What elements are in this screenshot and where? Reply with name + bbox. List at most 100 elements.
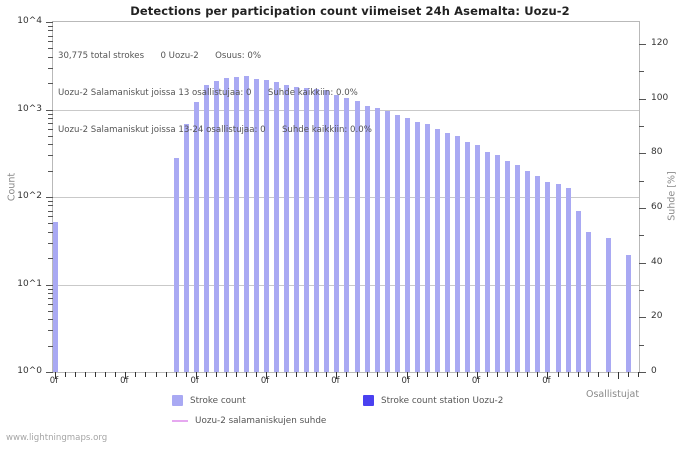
- y-tick-minor: [48, 319, 53, 321]
- y-axis-tick-label: 10^4: [17, 16, 42, 26]
- y2-tick: [639, 262, 646, 264]
- x-tick: [85, 372, 86, 377]
- y-tick-minor: [48, 210, 53, 212]
- x-tick: [447, 372, 448, 377]
- bar: [425, 123, 430, 372]
- bar: [566, 187, 571, 372]
- y-tick-minor: [48, 113, 53, 115]
- x-tick: [427, 372, 428, 377]
- x-tick: [316, 372, 317, 377]
- x-tick: [286, 372, 287, 377]
- y-tick-minor: [48, 83, 53, 85]
- x-tick: [246, 372, 247, 377]
- bar: [234, 77, 239, 372]
- y-axis-tick-label: 10^3: [17, 103, 42, 114]
- x-tick: [638, 372, 639, 377]
- y-tick-minor: [48, 223, 53, 225]
- y-tick-minor: [48, 26, 53, 27]
- y2-tick: [639, 98, 646, 100]
- y-tick-minor: [48, 292, 53, 294]
- x-tick: [105, 372, 106, 377]
- legend-item-stroke-count[interactable]: Stroke count: [172, 395, 246, 406]
- bar: [355, 101, 360, 372]
- x-tick: [226, 372, 227, 377]
- legend-swatch-stroke-count-station: [363, 395, 374, 406]
- y-tick-minor: [48, 303, 53, 305]
- legend-label-stroke-count: Stroke count: [190, 395, 246, 406]
- y2-tick: [639, 344, 644, 346]
- y-tick-minor: [48, 144, 53, 146]
- y-tick-major: [46, 284, 53, 286]
- bar: [264, 80, 269, 372]
- x-tick: [407, 372, 408, 379]
- y2-tick: [639, 125, 644, 127]
- x-tick: [578, 372, 579, 377]
- bar: [375, 107, 380, 372]
- y2-tick: [639, 180, 644, 182]
- legend-label-stroke-count-station: Stroke count station Uozu-2: [381, 395, 504, 406]
- bar: [405, 118, 410, 372]
- x-tick: [95, 372, 96, 377]
- x-tick: [608, 372, 609, 377]
- x-axis-tick-label: 0f: [471, 376, 481, 386]
- y-tick-minor: [48, 310, 53, 312]
- bar: [244, 76, 249, 372]
- x-tick: [487, 372, 488, 377]
- bar: [556, 184, 561, 372]
- y2-axis-tick-label: 100: [651, 92, 669, 103]
- legend-item-stroke-count-station[interactable]: Stroke count station Uozu-2: [363, 395, 503, 406]
- bar: [435, 128, 440, 372]
- y-tick-minor: [48, 216, 53, 218]
- x-tick: [326, 372, 327, 377]
- annotation-line-3: Uozu-2 Salamaniskut joissa 13-24 osallis…: [58, 124, 372, 135]
- bar: [324, 90, 329, 372]
- bar: [304, 88, 309, 372]
- bar: [586, 231, 591, 372]
- x-tick: [176, 372, 177, 377]
- bar: [365, 105, 370, 372]
- y-tick-minor: [48, 56, 53, 58]
- x-axis-tick-label: 0f: [190, 376, 199, 386]
- bar: [525, 170, 530, 372]
- x-tick: [547, 372, 548, 379]
- x-tick: [65, 372, 66, 377]
- bar: [314, 89, 319, 372]
- x-tick: [467, 372, 468, 377]
- y2-tick: [639, 372, 646, 373]
- bar: [214, 81, 219, 372]
- bar: [274, 82, 279, 372]
- bar: [576, 210, 581, 372]
- x-tick: [568, 372, 569, 377]
- x-tick: [517, 372, 518, 377]
- x-tick: [306, 372, 307, 377]
- x-tick: [186, 372, 187, 377]
- y2-tick: [639, 207, 646, 209]
- y2-tick: [639, 289, 644, 291]
- x-tick: [135, 372, 136, 377]
- x-tick: [367, 372, 368, 377]
- x-axis-tick-label: 0f: [49, 376, 59, 386]
- y2-axis-tick-label: 0: [651, 366, 657, 376]
- x-tick: [357, 372, 358, 377]
- y2-axis-tick-label: 120: [651, 37, 669, 48]
- y-tick-minor: [48, 345, 53, 347]
- y-axis-tick-label: 10^1: [17, 278, 42, 289]
- y-tick-major: [46, 22, 53, 23]
- y-tick-minor: [48, 123, 53, 125]
- legend-item-ratio[interactable]: Uozu-2 salamaniskujen suhde: [172, 416, 326, 426]
- plot-area: [46, 21, 646, 379]
- x-axis-tick-label: 0f: [542, 376, 551, 386]
- y-tick-major: [46, 197, 53, 198]
- y-axis-tick-label: 10^2: [17, 191, 42, 201]
- y-tick-minor: [48, 205, 53, 207]
- x-tick: [156, 372, 157, 377]
- x-tick: [598, 372, 599, 377]
- x-tick: [628, 372, 629, 377]
- x-tick: [377, 372, 378, 377]
- y2-tick: [639, 71, 644, 73]
- y-tick-minor: [48, 170, 53, 172]
- x-tick: [618, 372, 619, 379]
- x-tick: [336, 372, 337, 379]
- y-tick-minor: [48, 288, 53, 290]
